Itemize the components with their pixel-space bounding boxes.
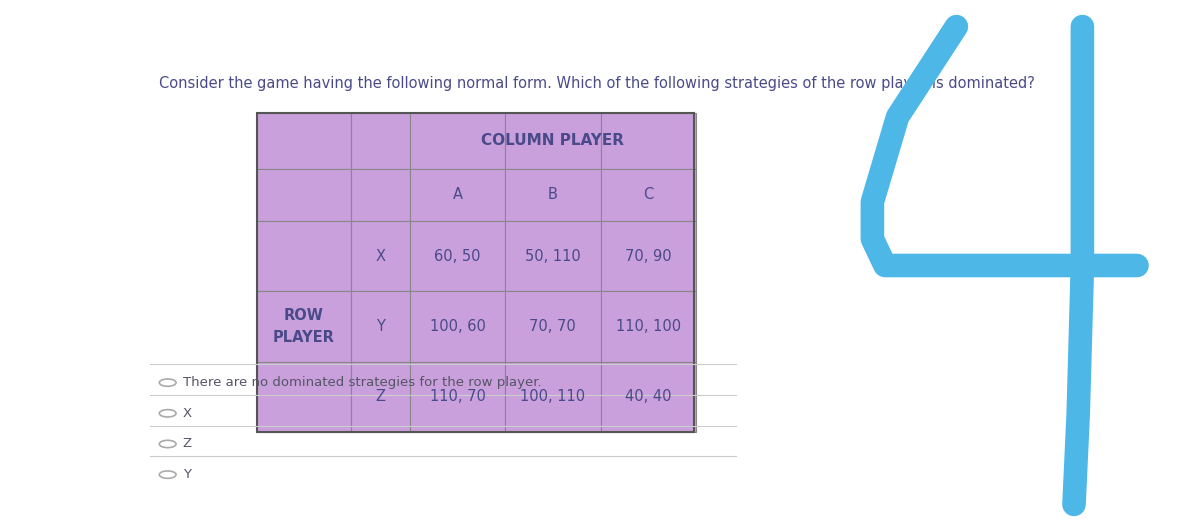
FancyBboxPatch shape bbox=[350, 113, 410, 169]
FancyBboxPatch shape bbox=[600, 292, 696, 362]
FancyBboxPatch shape bbox=[257, 292, 350, 362]
FancyBboxPatch shape bbox=[505, 362, 600, 432]
Text: Y: Y bbox=[182, 468, 191, 481]
FancyBboxPatch shape bbox=[505, 169, 600, 221]
Text: 40, 40: 40, 40 bbox=[625, 389, 672, 404]
Text: ROW: ROW bbox=[284, 307, 324, 322]
FancyBboxPatch shape bbox=[257, 362, 350, 432]
Text: Y: Y bbox=[376, 319, 385, 334]
Text: A: A bbox=[452, 187, 462, 202]
FancyBboxPatch shape bbox=[350, 292, 410, 362]
FancyBboxPatch shape bbox=[257, 113, 350, 169]
FancyBboxPatch shape bbox=[350, 362, 410, 432]
FancyBboxPatch shape bbox=[505, 292, 600, 362]
Text: 70, 70: 70, 70 bbox=[529, 319, 576, 334]
FancyBboxPatch shape bbox=[410, 362, 505, 432]
FancyBboxPatch shape bbox=[410, 113, 505, 169]
Text: PLAYER: PLAYER bbox=[274, 330, 335, 345]
FancyBboxPatch shape bbox=[600, 113, 696, 169]
Text: B: B bbox=[548, 187, 558, 202]
Text: COLUMN PLAYER: COLUMN PLAYER bbox=[481, 133, 624, 148]
FancyBboxPatch shape bbox=[257, 169, 350, 221]
Text: 110, 100: 110, 100 bbox=[616, 319, 680, 334]
FancyBboxPatch shape bbox=[350, 221, 410, 292]
FancyBboxPatch shape bbox=[600, 362, 696, 432]
Text: Z: Z bbox=[376, 389, 385, 404]
FancyBboxPatch shape bbox=[410, 292, 505, 362]
Text: 100, 110: 100, 110 bbox=[521, 389, 586, 404]
FancyBboxPatch shape bbox=[600, 169, 696, 221]
FancyBboxPatch shape bbox=[505, 113, 600, 169]
Text: 60, 50: 60, 50 bbox=[434, 249, 481, 264]
Text: 70, 90: 70, 90 bbox=[625, 249, 672, 264]
FancyBboxPatch shape bbox=[257, 221, 350, 292]
Text: 50, 110: 50, 110 bbox=[524, 249, 581, 264]
FancyBboxPatch shape bbox=[600, 221, 696, 292]
Text: Z: Z bbox=[182, 438, 192, 450]
FancyBboxPatch shape bbox=[505, 221, 600, 292]
Text: C: C bbox=[643, 187, 653, 202]
Text: 110, 70: 110, 70 bbox=[430, 389, 486, 404]
FancyBboxPatch shape bbox=[410, 169, 505, 221]
FancyBboxPatch shape bbox=[410, 221, 505, 292]
Text: X: X bbox=[182, 407, 192, 420]
Text: 100, 60: 100, 60 bbox=[430, 319, 486, 334]
Text: There are no dominated strategies for the row player.: There are no dominated strategies for th… bbox=[182, 376, 541, 389]
Text: X: X bbox=[376, 249, 385, 264]
Text: Consider the game having the following normal form. Which of the following strat: Consider the game having the following n… bbox=[160, 76, 1036, 91]
FancyBboxPatch shape bbox=[350, 169, 410, 221]
